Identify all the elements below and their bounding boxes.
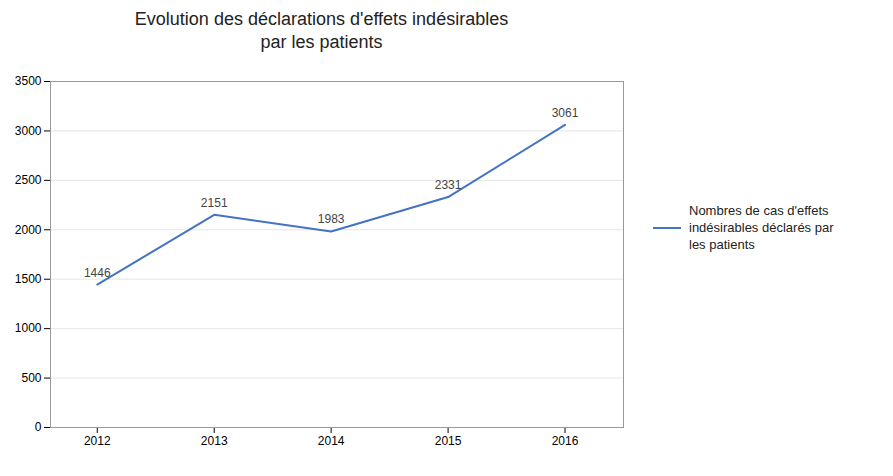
svg-text:1500: 1500 [15, 272, 42, 286]
svg-text:2000: 2000 [15, 223, 42, 237]
svg-text:2500: 2500 [15, 173, 42, 187]
html-text:Evolution des déclarations d'e: Evolution des déclarations d'effets indé… [134, 9, 509, 52]
svg-text:3061: 3061 [552, 106, 579, 120]
svg-text:2331: 2331 [435, 178, 462, 192]
html-text:Nombres de cas d'effets indési: Nombres de cas d'effets indésirables déc… [689, 203, 834, 252]
svg-text:2012: 2012 [84, 434, 111, 448]
svg-text:1446: 1446 [84, 266, 111, 280]
svg-text:2015: 2015 [435, 434, 462, 448]
svg-text:1000: 1000 [15, 321, 42, 335]
svg-text:3500: 3500 [15, 74, 42, 88]
svg-text:500: 500 [21, 371, 41, 385]
svg-text:3000: 3000 [15, 124, 42, 138]
svg-text:2013: 2013 [201, 434, 228, 448]
svg-text:0: 0 [35, 420, 42, 434]
svg-text:1983: 1983 [318, 212, 345, 226]
svg-text:2014: 2014 [318, 434, 345, 448]
svg-text:2016: 2016 [552, 434, 579, 448]
svg-text:2151: 2151 [201, 196, 228, 210]
